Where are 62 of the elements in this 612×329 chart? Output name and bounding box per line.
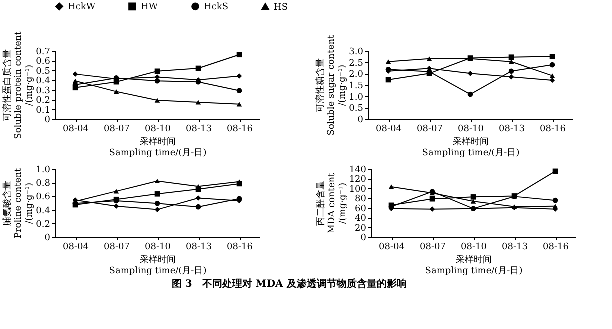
y-tick-label: 0 bbox=[44, 234, 51, 244]
y-tick-label: 1.0 bbox=[36, 166, 51, 176]
y-tick-label: 0.5 bbox=[36, 66, 51, 77]
y-tick-label: 2.0 bbox=[349, 70, 364, 80]
y-tick-label: 0.3 bbox=[36, 86, 51, 96]
y-tick-label: 3.0 bbox=[349, 48, 364, 58]
x-tick-label: 08-04 bbox=[63, 124, 90, 134]
y-tick-label: 0.2 bbox=[36, 96, 50, 106]
x-tick-label: 08-07 bbox=[104, 242, 130, 252]
y-tick-label: 120 bbox=[349, 175, 367, 186]
y-tick-label: 40 bbox=[355, 214, 367, 224]
y-axis-title: 丙二醛含量 MDA content /(mg·g⁻¹) bbox=[315, 172, 348, 234]
y-axis-title: 可溶性糖含量 Soluble sugar content /(mg·g⁻¹) bbox=[315, 34, 348, 136]
x-tick-label: 08-04 bbox=[63, 242, 90, 252]
x-tick-label: 08-10 bbox=[458, 124, 484, 134]
y-tick-label: 0.6 bbox=[36, 192, 51, 203]
x-tick-label: 08-13 bbox=[186, 242, 212, 252]
x-axis-title: 采样时间 Sampling time/(月-日) bbox=[422, 136, 520, 158]
x-tick-label: 08-04 bbox=[379, 242, 406, 252]
x-tick-label: 08-07 bbox=[104, 124, 130, 134]
y-tick-label: 0.1 bbox=[36, 106, 50, 116]
x-tick-label: 08-07 bbox=[417, 124, 444, 134]
y-tick-label: 0.4 bbox=[36, 206, 51, 216]
y-tick-label: 0.2 bbox=[36, 220, 50, 230]
x-tick-label: 08-13 bbox=[499, 124, 526, 134]
x-tick-label: 08-10 bbox=[145, 242, 172, 252]
x-tick-label: 08-16 bbox=[227, 124, 254, 134]
y-tick-label: 0.8 bbox=[36, 179, 51, 190]
x-tick-label: 08-13 bbox=[186, 124, 212, 134]
legend-label: HW bbox=[141, 2, 159, 13]
y-tick-label: 140 bbox=[349, 166, 367, 176]
y-tick-label: 0 bbox=[360, 234, 367, 244]
x-axis-title: 采样时间 Sampling time/(月-日) bbox=[425, 254, 523, 276]
x-tick-label: 08-04 bbox=[376, 124, 402, 134]
y-axis-title: 可溶性蛋白质含量 Soluble protein content /(mg·g⁻¹) bbox=[2, 31, 36, 140]
x-tick-label: 08-16 bbox=[540, 124, 566, 134]
x-axis-title: 采样时间 Sampling time/(月-日) bbox=[109, 136, 207, 158]
y-tick-label: 2.5 bbox=[349, 58, 364, 69]
y-tick-label: 0.5 bbox=[349, 104, 364, 114]
x-tick-label: 08-10 bbox=[145, 124, 172, 134]
y-tick-label: 0.6 bbox=[36, 57, 51, 68]
legend-label: HckW bbox=[68, 2, 96, 13]
y-tick-label: 0 bbox=[358, 116, 364, 126]
y-tick-label: 80 bbox=[355, 194, 367, 205]
y-tick-label: 100 bbox=[349, 184, 367, 195]
x-tick-label: 08-16 bbox=[227, 242, 254, 252]
x-axis-title: 采样时间 Sampling time/(月-日) bbox=[109, 254, 207, 276]
y-tick-label: 0 bbox=[44, 116, 51, 126]
x-tick-label: 08-16 bbox=[543, 242, 570, 252]
x-tick-label: 08-10 bbox=[461, 242, 488, 252]
caption: 图 3 不同处理对 MDA 及渗透调节物质含量的影响 bbox=[172, 278, 407, 290]
legend-label: HS bbox=[274, 2, 288, 13]
y-axis-title: 脯氨酸含量 Proline content /(mg·g⁻¹) bbox=[2, 168, 36, 239]
legend-label: HckS bbox=[204, 2, 229, 13]
y-tick-label: 1.5 bbox=[349, 82, 364, 92]
x-tick-label: 08-13 bbox=[502, 242, 528, 252]
y-tick-label: 0.4 bbox=[36, 76, 51, 87]
y-tick-label: 20 bbox=[355, 224, 367, 234]
x-tick-label: 08-07 bbox=[420, 242, 446, 252]
y-tick-label: 60 bbox=[355, 204, 367, 214]
y-tick-label: 0.7 bbox=[36, 48, 51, 58]
y-tick-label: 1.0 bbox=[349, 92, 364, 103]
